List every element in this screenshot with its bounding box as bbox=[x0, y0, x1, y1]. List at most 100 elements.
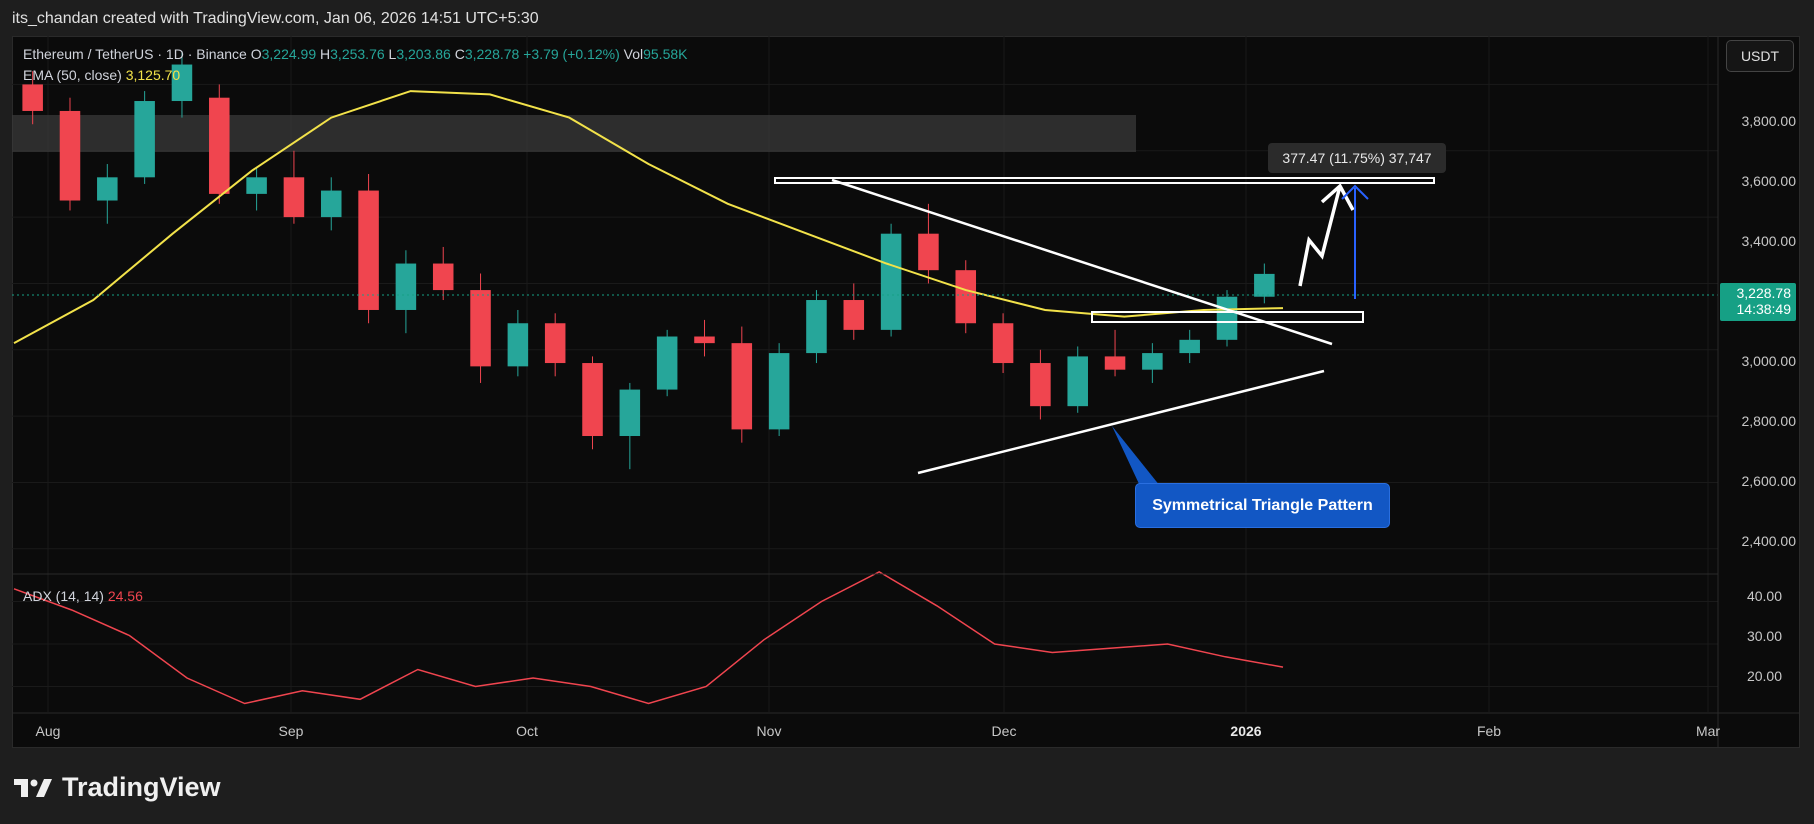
candle-body bbox=[1216, 296, 1238, 340]
price-tick[interactable]: 2,800.00 bbox=[1741, 413, 1797, 429]
candle bbox=[918, 203, 939, 284]
candle bbox=[358, 173, 379, 324]
price-tick[interactable]: 3,000.00 bbox=[1741, 353, 1797, 369]
candle-body bbox=[470, 290, 491, 367]
chart-pane[interactable] bbox=[12, 36, 1800, 748]
adx-label[interactable]: ADX (14, 14) bbox=[23, 588, 104, 604]
callout-pointer bbox=[1112, 426, 1160, 486]
high-label: H bbox=[320, 46, 331, 62]
candle-body bbox=[1030, 363, 1051, 407]
candle-body bbox=[320, 190, 342, 218]
candle-body bbox=[1142, 353, 1163, 370]
candle-body bbox=[134, 101, 155, 178]
ema-line bbox=[13, 90, 1284, 344]
creator-caption: its_chandan created with TradingView.com… bbox=[12, 10, 539, 27]
candle bbox=[395, 250, 417, 334]
candle bbox=[544, 313, 566, 377]
candle bbox=[134, 91, 155, 184]
change-value: +3.79 (+0.12%) bbox=[523, 46, 620, 62]
candle-body bbox=[806, 300, 827, 354]
time-tick[interactable]: Aug bbox=[35, 723, 61, 739]
currency-button[interactable]: USDT bbox=[1726, 40, 1794, 72]
candle bbox=[731, 326, 753, 443]
price-tick[interactable]: 2,400.00 bbox=[1741, 533, 1797, 549]
header-bar: its_chandan created with TradingView.com… bbox=[0, 0, 1814, 36]
time-tick[interactable]: Dec bbox=[991, 723, 1017, 739]
low-value: 3,203.86 bbox=[396, 46, 451, 62]
price-tick[interactable]: 3,400.00 bbox=[1741, 233, 1797, 249]
candle bbox=[1216, 290, 1238, 347]
candle bbox=[22, 71, 43, 125]
volume-label: Vol bbox=[623, 46, 644, 62]
candle-body bbox=[171, 64, 193, 102]
candle bbox=[955, 260, 977, 334]
time-tick[interactable]: Feb bbox=[1476, 723, 1502, 739]
ema-label[interactable]: EMA (50, close) bbox=[23, 67, 122, 83]
projection-path[interactable] bbox=[1298, 185, 1342, 287]
candle bbox=[619, 382, 641, 470]
symbol-name[interactable]: Ethereum / TetherUS · 1D · Binance bbox=[23, 46, 247, 62]
time-tick[interactable]: Oct bbox=[516, 723, 538, 739]
symbol-legend[interactable]: Ethereum / TetherUS · 1D · Binance O3,22… bbox=[23, 46, 687, 62]
ema-legend[interactable]: EMA (50, close) 3,125.70 bbox=[23, 67, 180, 83]
time-tick[interactable]: Sep bbox=[278, 723, 304, 739]
open-value: 3,224.99 bbox=[261, 46, 317, 62]
candle-body bbox=[843, 300, 865, 330]
candle bbox=[97, 164, 118, 224]
lower-trendline[interactable] bbox=[917, 369, 1325, 475]
tradingview-logo[interactable]: TradingView bbox=[14, 772, 221, 803]
adx-tick[interactable]: 40.00 bbox=[1746, 588, 1782, 604]
candle-body bbox=[97, 177, 118, 201]
candle bbox=[283, 150, 305, 224]
candle bbox=[582, 356, 603, 450]
candle-body bbox=[283, 177, 305, 218]
candle-body bbox=[59, 110, 81, 201]
candle-body bbox=[992, 323, 1014, 364]
price-tick[interactable]: 3,800.00 bbox=[1741, 113, 1797, 129]
adx-value: 24.56 bbox=[107, 588, 143, 604]
candle bbox=[806, 290, 827, 364]
candle-body bbox=[1104, 356, 1126, 370]
ema-value: 3,125.70 bbox=[125, 67, 181, 83]
measure-label[interactable]: 377.47 (11.75%) 37,747 bbox=[1268, 143, 1446, 173]
time-tick-year[interactable]: 2026 bbox=[1230, 723, 1262, 739]
time-tick[interactable]: Mar bbox=[1695, 723, 1721, 739]
candle-body bbox=[880, 233, 902, 330]
candle bbox=[1067, 346, 1088, 413]
adx-tick[interactable]: 30.00 bbox=[1746, 628, 1782, 644]
candle-body bbox=[918, 233, 939, 271]
candle-body bbox=[432, 263, 454, 291]
candle bbox=[246, 167, 267, 211]
candle-body bbox=[395, 263, 417, 310]
candle bbox=[470, 273, 491, 383]
open-label: O bbox=[250, 46, 262, 62]
close-label: C bbox=[454, 46, 465, 62]
candle bbox=[768, 343, 790, 437]
resistance-box[interactable] bbox=[774, 177, 1435, 184]
candle bbox=[880, 223, 902, 337]
candle-body bbox=[619, 389, 641, 437]
price-tick[interactable]: 3,600.00 bbox=[1741, 173, 1797, 189]
close-value: 3,228.78 bbox=[464, 46, 520, 62]
candle-body bbox=[656, 336, 678, 390]
candle-body bbox=[22, 84, 43, 111]
candle-body bbox=[209, 97, 230, 194]
last-price-badge[interactable]: 3,228.78 14:38:49 bbox=[1720, 283, 1796, 321]
candle bbox=[843, 283, 865, 340]
adx-tick[interactable]: 20.00 bbox=[1746, 668, 1782, 684]
candle bbox=[992, 313, 1014, 373]
candle bbox=[432, 246, 454, 301]
candle-body bbox=[582, 363, 603, 437]
candle bbox=[694, 319, 715, 357]
time-tick[interactable]: Nov bbox=[756, 723, 782, 739]
upper-trendline[interactable] bbox=[831, 178, 1333, 346]
candle-body bbox=[955, 270, 977, 324]
candle-body bbox=[544, 323, 566, 364]
breakout-box[interactable] bbox=[1091, 311, 1364, 323]
pattern-callout[interactable]: Symmetrical Triangle Pattern bbox=[1135, 483, 1390, 528]
price-tick[interactable]: 2,600.00 bbox=[1741, 473, 1797, 489]
candle-body bbox=[507, 323, 529, 367]
candle-body bbox=[1067, 356, 1088, 407]
adx-legend[interactable]: ADX (14, 14) 24.56 bbox=[23, 588, 143, 604]
